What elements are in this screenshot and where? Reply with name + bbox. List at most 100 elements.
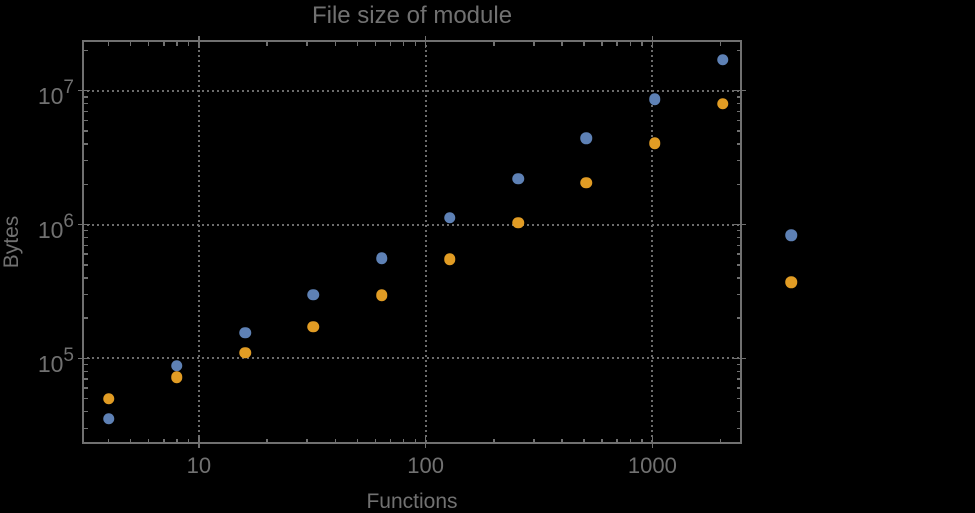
x-tick-label: 1000 <box>627 453 677 478</box>
y-tick-major <box>78 223 90 226</box>
y-tick-label: 107 <box>37 77 74 110</box>
data-point-series-orange <box>444 253 456 266</box>
x-tick-minor <box>583 438 585 442</box>
y-tick-minor <box>84 253 88 255</box>
data-point-series-blue <box>171 360 183 372</box>
x-tick-minor <box>561 438 563 442</box>
x-tick-minor <box>616 438 618 442</box>
x-tick-minor <box>719 438 722 442</box>
gridline-x <box>197 40 200 444</box>
y-tick-minor <box>84 264 88 266</box>
y-tick-minor <box>84 159 88 162</box>
y-tick-minor <box>736 293 740 296</box>
y-tick-minor <box>736 253 740 255</box>
x-tick-minor <box>616 42 618 46</box>
data-point-series-blue <box>580 132 593 145</box>
x-tick-major <box>424 436 427 448</box>
data-point-series-orange <box>717 97 729 110</box>
plot-frame <box>82 40 742 444</box>
gridline-y <box>82 223 742 226</box>
data-point-series-blue <box>648 93 661 106</box>
x-tick-minor <box>601 42 603 46</box>
gridline-y <box>82 357 742 360</box>
x-tick-minor <box>402 438 405 442</box>
x-tick-minor <box>414 42 417 46</box>
y-tick-minor <box>84 183 88 185</box>
x-tick-minor <box>334 438 337 442</box>
y-tick-minor <box>736 410 740 413</box>
x-tick-minor <box>306 438 308 442</box>
y-tick-minor <box>84 363 88 366</box>
y-tick-minor <box>736 229 740 232</box>
y-tick-major <box>734 89 746 92</box>
x-tick-minor <box>334 42 337 46</box>
y-tick-minor <box>736 96 740 98</box>
data-point-series-orange <box>648 137 661 149</box>
y-tick-minor <box>736 317 740 319</box>
x-tick-minor <box>533 438 535 442</box>
x-tick-minor <box>629 438 632 442</box>
x-tick-minor <box>629 42 632 46</box>
x-tick-minor <box>374 438 377 442</box>
data-point-series-orange <box>102 392 115 405</box>
y-tick-minor <box>84 244 88 246</box>
y-tick-minor <box>84 236 88 239</box>
y-tick-minor <box>736 110 740 113</box>
data-point-series-orange <box>239 347 251 359</box>
y-tick-minor <box>84 410 88 413</box>
gridline-y <box>82 89 742 92</box>
y-tick-minor <box>736 370 740 373</box>
y-tick-minor <box>84 370 88 373</box>
y-tick-label: 106 <box>37 211 74 244</box>
data-point-series-blue <box>102 412 115 425</box>
x-tick-minor <box>641 438 643 442</box>
y-tick-label: 105 <box>37 344 74 377</box>
x-tick-label: 100 <box>407 453 444 478</box>
y-tick-minor <box>736 102 740 105</box>
x-tick-major <box>198 36 200 48</box>
x-tick-minor <box>306 42 308 46</box>
x-tick-minor <box>176 438 178 442</box>
y-tick-minor <box>736 183 740 185</box>
y-tick-minor <box>84 397 88 400</box>
x-tick-major <box>651 436 654 448</box>
y-tick-minor <box>84 427 88 430</box>
y-tick-minor <box>736 387 740 389</box>
x-tick-minor <box>561 42 563 46</box>
x-tick-minor <box>129 438 132 442</box>
x-tick-major <box>424 36 427 48</box>
y-tick-minor <box>736 130 740 132</box>
data-point-series-blue <box>239 327 251 339</box>
x-tick-minor <box>601 438 603 442</box>
data-point-series-orange <box>171 371 183 384</box>
y-tick-major <box>734 357 746 360</box>
y-tick-minor <box>736 363 740 366</box>
x-tick-minor <box>356 438 359 442</box>
data-point-series-blue <box>512 172 524 185</box>
y-tick-minor <box>84 143 88 145</box>
x-tick-minor <box>719 42 722 46</box>
y-tick-minor <box>84 130 88 132</box>
x-tick-minor <box>583 42 585 46</box>
x-tick-minor <box>163 438 165 442</box>
y-tick-major <box>734 223 746 226</box>
x-tick-minor <box>533 42 535 46</box>
y-tick-minor <box>84 387 88 389</box>
y-tick-minor <box>84 293 88 296</box>
y-tick-minor <box>736 397 740 400</box>
y-tick-minor <box>736 236 740 239</box>
data-point-series-blue <box>785 229 797 242</box>
y-tick-major <box>78 357 90 360</box>
y-tick-minor <box>84 96 88 98</box>
x-tick-minor <box>176 42 178 46</box>
y-tick-minor <box>736 244 740 246</box>
data-point-series-orange <box>307 321 320 333</box>
y-tick-minor <box>84 378 88 380</box>
x-tick-minor <box>266 438 268 442</box>
y-tick-minor <box>84 317 88 319</box>
y-tick-minor <box>84 110 88 113</box>
y-tick-minor <box>736 159 740 162</box>
y-tick-minor <box>736 264 740 266</box>
y-tick-minor <box>84 229 88 232</box>
